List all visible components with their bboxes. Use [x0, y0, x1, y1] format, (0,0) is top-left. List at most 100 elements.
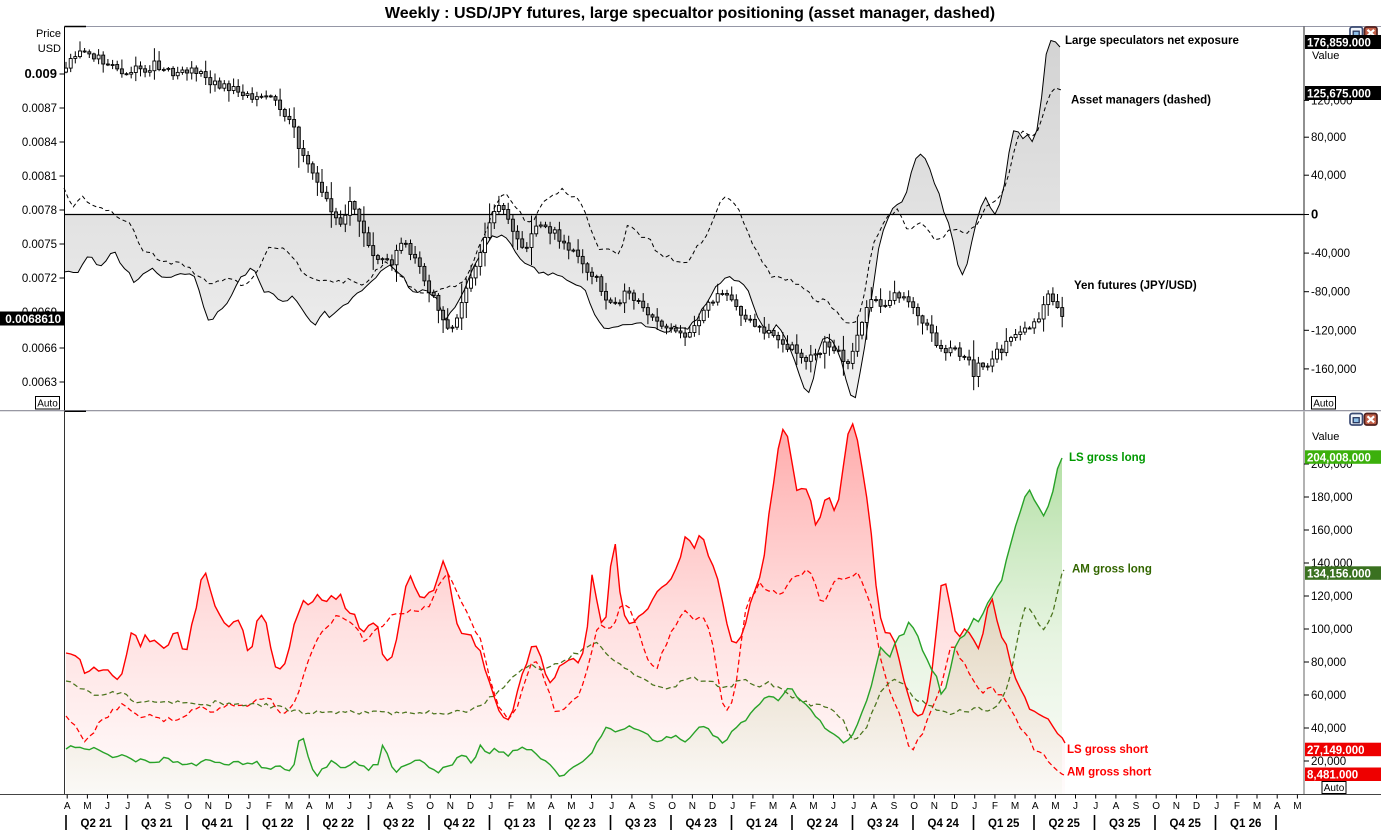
svg-text:M: M [769, 801, 777, 812]
svg-text:LS gross long: LS gross long [1069, 452, 1146, 464]
svg-text:J: J [488, 801, 493, 812]
svg-text:0.0068610: 0.0068610 [5, 312, 61, 326]
svg-text:Q4 21: Q4 21 [202, 818, 234, 830]
svg-text:AM gross long: AM gross long [1072, 564, 1152, 576]
svg-text:160,000: 160,000 [1311, 525, 1353, 537]
svg-text:134,156.000: 134,156.000 [1307, 569, 1371, 581]
svg-text:M: M [325, 801, 333, 812]
svg-text:O: O [426, 801, 434, 812]
svg-text:O: O [184, 801, 192, 812]
svg-text:60,000: 60,000 [1311, 690, 1346, 702]
svg-text:O: O [910, 801, 918, 812]
svg-text:Q4 25: Q4 25 [1170, 818, 1202, 830]
svg-text:M: M [1253, 801, 1261, 812]
svg-text:A: A [306, 801, 313, 812]
svg-text:80,000: 80,000 [1311, 132, 1346, 144]
svg-text:LS gross short: LS gross short [1067, 744, 1148, 756]
svg-text:Auto: Auto [37, 399, 58, 410]
svg-text:Q3 22: Q3 22 [383, 818, 414, 830]
svg-text:Q1 24: Q1 24 [746, 818, 778, 830]
svg-text:27,149.000: 27,149.000 [1307, 745, 1365, 757]
svg-text:180,000: 180,000 [1311, 492, 1353, 504]
svg-text:D: D [467, 801, 474, 812]
svg-text:100,000: 100,000 [1311, 624, 1353, 636]
svg-text:AM gross short: AM gross short [1067, 767, 1152, 779]
svg-text:-160,000: -160,000 [1311, 364, 1356, 376]
svg-text:Value: Value [1312, 431, 1339, 443]
svg-text:O: O [668, 801, 676, 812]
svg-text:176,859.000: 176,859.000 [1307, 38, 1371, 50]
svg-text:J: J [609, 801, 614, 812]
svg-text:O: O [1152, 801, 1160, 812]
svg-text:Q1 22: Q1 22 [262, 818, 293, 830]
svg-text:Q3 21: Q3 21 [141, 818, 173, 830]
svg-text:S: S [891, 801, 898, 812]
svg-text:D: D [1193, 801, 1200, 812]
svg-text:Q2 24: Q2 24 [807, 818, 839, 830]
svg-text:Q2 22: Q2 22 [323, 818, 354, 830]
svg-text:M: M [527, 801, 535, 812]
svg-text:Q3 25: Q3 25 [1109, 818, 1141, 830]
svg-text:N: N [1173, 801, 1180, 812]
svg-text:A: A [548, 801, 555, 812]
svg-text:USD: USD [38, 43, 61, 55]
svg-text:M: M [83, 801, 91, 812]
svg-text:F: F [750, 801, 756, 812]
svg-text:F: F [992, 801, 998, 812]
svg-text:J: J [831, 801, 836, 812]
svg-text:F: F [508, 801, 514, 812]
svg-text:Q2 23: Q2 23 [565, 818, 596, 830]
svg-text:Q3 23: Q3 23 [625, 818, 656, 830]
svg-text:A: A [64, 801, 71, 812]
svg-text:M: M [809, 801, 817, 812]
svg-text:J: J [347, 801, 352, 812]
svg-text:Value: Value [1312, 50, 1339, 62]
svg-text:Price: Price [36, 28, 61, 40]
svg-text:N: N [689, 801, 696, 812]
svg-text:40,000: 40,000 [1311, 170, 1346, 182]
svg-text:F: F [266, 801, 272, 812]
svg-text:Q3 24: Q3 24 [867, 818, 899, 830]
svg-text:8,481.000: 8,481.000 [1307, 770, 1358, 782]
svg-text:A: A [1113, 801, 1120, 812]
svg-text:0.0072: 0.0072 [22, 273, 57, 285]
svg-text:A: A [387, 801, 394, 812]
svg-text:40,000: 40,000 [1311, 723, 1346, 735]
svg-text:0: 0 [1311, 207, 1318, 222]
svg-text:0.0066: 0.0066 [22, 343, 57, 355]
svg-text:J: J [105, 801, 110, 812]
svg-text:Q2 25: Q2 25 [1049, 818, 1081, 830]
svg-text:A: A [629, 801, 636, 812]
svg-text:80,000: 80,000 [1311, 657, 1346, 669]
svg-text:M: M [285, 801, 293, 812]
svg-text:Auto: Auto [1313, 399, 1334, 410]
svg-text:Q1 25: Q1 25 [988, 818, 1020, 830]
svg-text:Large speculators net exposure: Large speculators net exposure [1065, 35, 1239, 47]
svg-text:Q4 23: Q4 23 [686, 818, 717, 830]
svg-text:Q4 22: Q4 22 [444, 818, 475, 830]
svg-text:J: J [1214, 801, 1219, 812]
svg-text:-80,000: -80,000 [1311, 287, 1350, 299]
svg-text:125,675.000: 125,675.000 [1307, 89, 1371, 101]
svg-text:A: A [1274, 801, 1281, 812]
svg-text:J: J [972, 801, 977, 812]
svg-text:S: S [165, 801, 172, 812]
svg-text:S: S [1133, 801, 1140, 812]
svg-text:Q1 23: Q1 23 [504, 818, 535, 830]
svg-text:0.0087: 0.0087 [22, 103, 57, 115]
svg-text:M: M [1293, 801, 1301, 812]
svg-text:M: M [1051, 801, 1059, 812]
svg-text:J: J [246, 801, 251, 812]
svg-text:Asset managers (dashed): Asset managers (dashed) [1071, 95, 1211, 107]
svg-text:0.009: 0.009 [24, 66, 57, 81]
svg-text:0.0084: 0.0084 [22, 137, 58, 149]
svg-text:Auto: Auto [1324, 783, 1345, 794]
svg-text:M: M [567, 801, 575, 812]
svg-text:Q2 21: Q2 21 [81, 818, 113, 830]
svg-text:N: N [931, 801, 938, 812]
svg-text:J: J [589, 801, 594, 812]
svg-text:D: D [709, 801, 716, 812]
svg-text:-120,000: -120,000 [1311, 325, 1356, 337]
svg-text:Q4 24: Q4 24 [928, 818, 960, 830]
svg-text:0.0081: 0.0081 [22, 171, 57, 183]
